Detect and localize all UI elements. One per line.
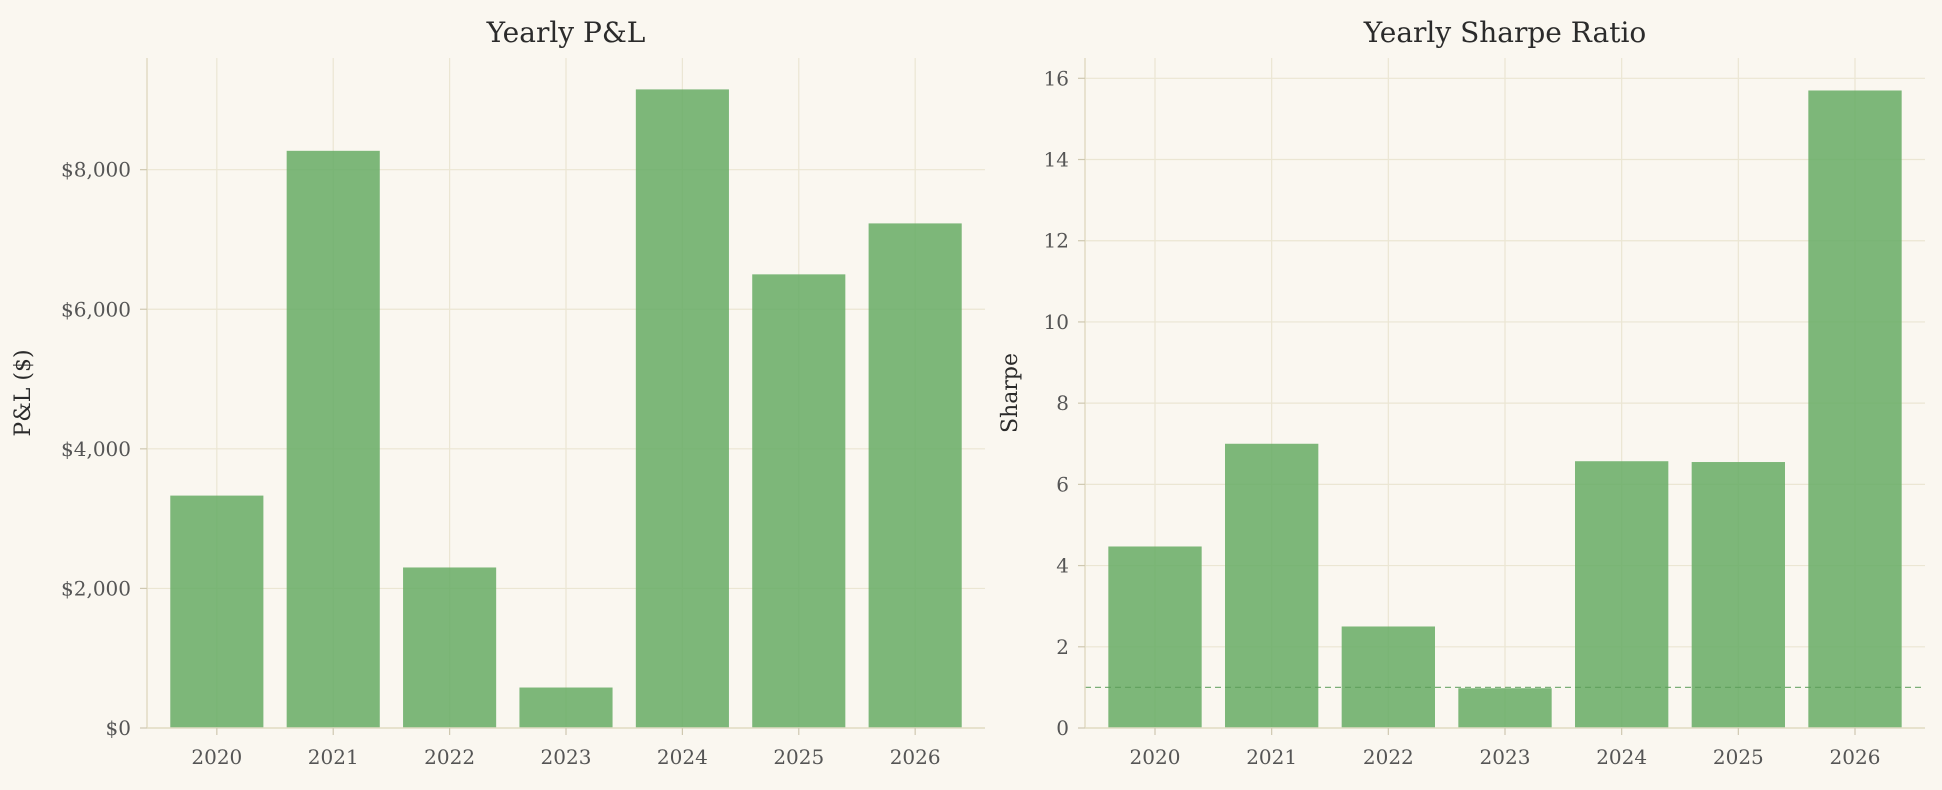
x-tick-label: 2024	[1596, 745, 1647, 769]
pnl-bar-2025	[752, 274, 846, 728]
y-tick-label: $8,000	[61, 158, 131, 182]
y-tick-label: 0	[1056, 716, 1069, 740]
sharpe-bar-2026	[1808, 90, 1902, 728]
pnl-bar-2021	[286, 150, 380, 728]
x-tick-label: 2024	[657, 745, 708, 769]
y-tick-label: $6,000	[61, 297, 131, 321]
pnl-bar-2023	[519, 687, 613, 728]
y-tick-label: 12	[1044, 229, 1069, 253]
pnl-chart-panel: $0 $2,000 $4,000 $6,000 $8,000 2020 2021 2022 20…	[11, 16, 985, 769]
y-tick-label: $0	[106, 716, 131, 740]
chart-title: Yearly Sharpe Ratio	[1363, 16, 1647, 49]
x-tick-label: 2020	[1130, 745, 1181, 769]
pnl-bar-2024	[635, 89, 729, 728]
y-tick-label: 14	[1044, 148, 1069, 172]
y-axis-label: Sharpe	[998, 353, 1023, 433]
x-tick-label: 2026	[1830, 745, 1881, 769]
y-tick-label: $4,000	[61, 437, 131, 461]
y-tick-label: 16	[1044, 66, 1069, 90]
x-tick-label: 2023	[1480, 745, 1531, 769]
sharpe-chart-panel: 0 2 4 6 8 10 12 14 16 2020 2021 2022 2023 2024 2025 202…	[998, 16, 1925, 769]
y-tick-label: 8	[1056, 391, 1069, 415]
y-tick-label: 6	[1056, 472, 1069, 496]
x-tick-label: 2021	[308, 745, 359, 769]
x-tick-label: 2022	[424, 745, 475, 769]
y-tick-label: 4	[1056, 554, 1069, 578]
y-tick-label: 2	[1056, 635, 1069, 659]
sharpe-bar-2024	[1575, 461, 1669, 728]
x-tick-label: 2020	[191, 745, 242, 769]
sharpe-bar-2022	[1341, 626, 1435, 728]
x-tick-label: 2026	[890, 745, 941, 769]
sharpe-bar-2025	[1691, 462, 1785, 728]
x-tick-label: 2023	[541, 745, 592, 769]
x-tick-label: 2025	[773, 745, 824, 769]
pnl-bar-2026	[868, 223, 962, 728]
x-tick-label: 2022	[1363, 745, 1414, 769]
pnl-bar-2020	[170, 495, 264, 728]
pnl-bar-2022	[403, 567, 497, 728]
y-axis-label: P&L ($)	[11, 349, 36, 436]
chart-title: Yearly P&L	[486, 16, 646, 49]
sharpe-bar-2020	[1108, 546, 1202, 728]
y-tick-label: 10	[1044, 310, 1069, 334]
sharpe-bar-2023	[1458, 688, 1552, 728]
y-tick-label: $2,000	[61, 576, 131, 600]
sharpe-bar-2021	[1225, 443, 1319, 728]
x-tick-label: 2021	[1246, 745, 1297, 769]
x-tick-label: 2025	[1713, 745, 1764, 769]
